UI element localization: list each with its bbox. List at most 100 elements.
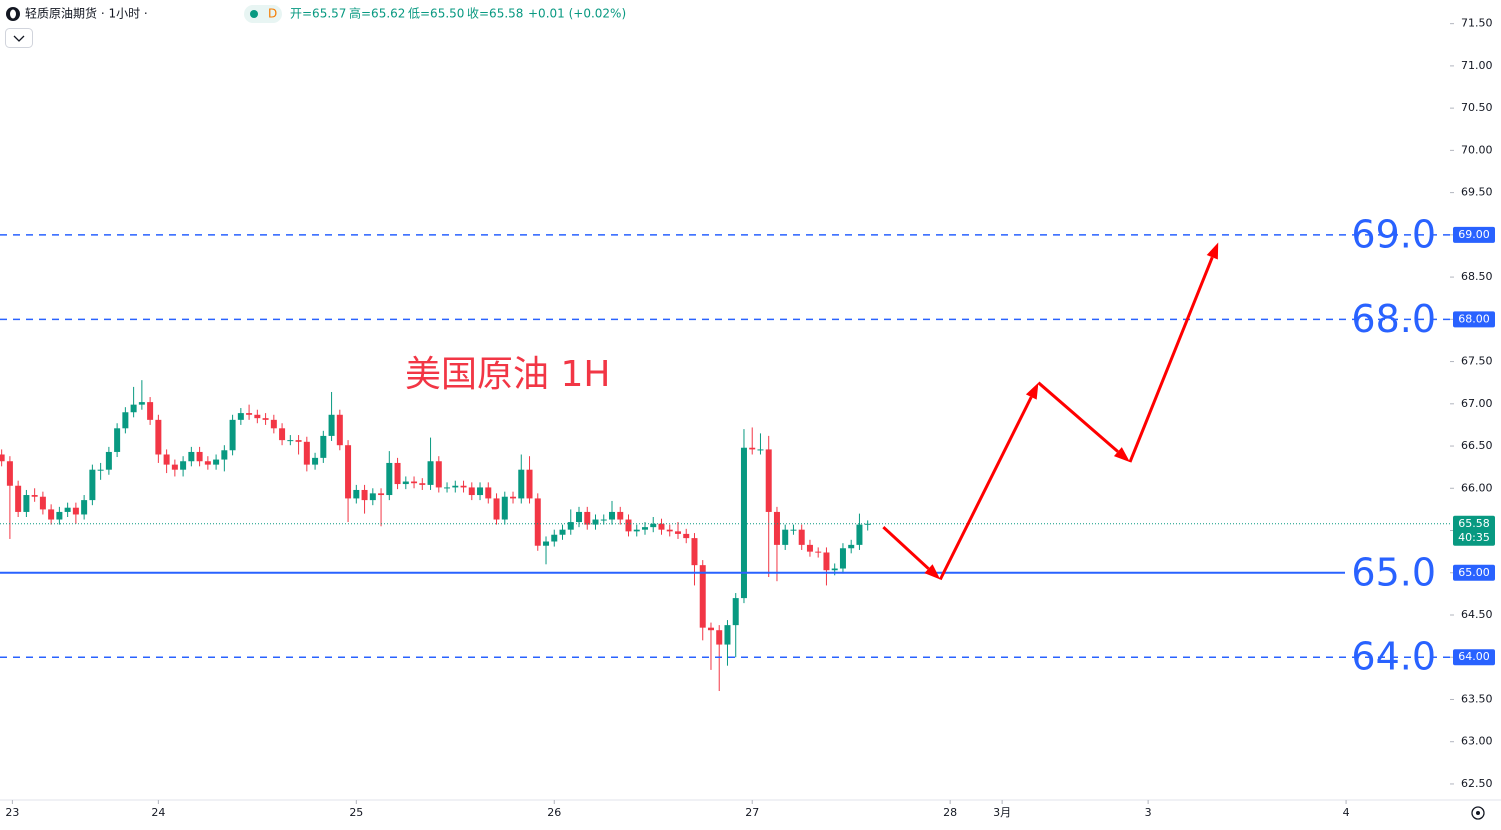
x-tick-label: 3 — [1145, 806, 1152, 819]
candle-body — [559, 529, 566, 535]
last-price-tag — [1453, 515, 1495, 546]
candle-body — [196, 451, 203, 462]
settings-dot — [1476, 811, 1480, 815]
candle-body — [336, 414, 343, 446]
candle-body — [303, 441, 310, 465]
collapse-button[interactable] — [5, 28, 33, 48]
candle-body — [518, 469, 525, 499]
level-tag-text: 68.00 — [1458, 312, 1490, 325]
candle-body — [287, 440, 294, 442]
candle-body — [246, 413, 253, 415]
candle-body — [501, 496, 508, 520]
candle-body — [460, 485, 467, 488]
candle-body — [823, 552, 830, 571]
candle-body — [213, 459, 220, 465]
projection-arrowhead — [1113, 447, 1130, 463]
candle-body — [749, 447, 756, 450]
candle-body — [567, 522, 574, 530]
y-tick-label: 63.00 — [1461, 735, 1493, 748]
x-tick-label: 23 — [5, 806, 19, 819]
ohlc-open: 开=65.57 — [290, 7, 346, 21]
candle-body — [691, 538, 698, 566]
y-tick-label: 64.50 — [1461, 608, 1493, 621]
projection-arrowhead — [1025, 382, 1039, 400]
candle-body — [114, 428, 121, 452]
candle-body — [105, 451, 112, 470]
settings-button[interactable] — [1471, 806, 1485, 820]
candle-body — [419, 483, 426, 485]
candle-body — [386, 462, 393, 496]
candle-body — [839, 548, 846, 569]
candle-body — [600, 519, 607, 521]
candle-body — [658, 523, 665, 530]
candle-body — [23, 495, 30, 512]
ohlc-high: 高=65.62 — [349, 6, 405, 21]
candle-body — [204, 461, 211, 465]
y-tick-label: 66.00 — [1461, 481, 1493, 494]
candle-body — [765, 449, 772, 512]
candle-body — [130, 404, 137, 413]
candle-body — [666, 529, 673, 532]
candle-body — [328, 414, 335, 436]
projection-arrowhead — [1206, 242, 1219, 260]
last-price-text: 65.58 — [1458, 517, 1490, 530]
candle-body — [155, 419, 162, 455]
candle-body — [15, 485, 22, 512]
candle-body — [411, 481, 418, 484]
y-tick-label: 68.50 — [1461, 270, 1493, 283]
candle-body — [650, 523, 657, 528]
candle-body — [477, 487, 484, 496]
y-tick-label: 63.50 — [1461, 692, 1493, 705]
candle-body — [237, 413, 244, 420]
projection-arrowhead — [924, 564, 941, 580]
candle-body — [320, 435, 327, 458]
candle-body — [254, 414, 261, 419]
candle-body — [270, 419, 277, 429]
candle-body — [427, 461, 434, 485]
projection-leg — [1037, 381, 1119, 453]
candle-body — [806, 544, 813, 552]
x-tick-label: 26 — [547, 806, 561, 819]
candle-body — [122, 412, 129, 429]
x-tick-label: 3月 — [993, 806, 1011, 819]
status-dot — [250, 10, 258, 18]
candle-body — [485, 487, 492, 499]
candle-body — [369, 493, 376, 501]
candle-body — [641, 527, 648, 530]
annotation: 美国原油 1H — [405, 354, 610, 395]
level-label: 64.0 — [1351, 635, 1436, 679]
candle-body — [378, 493, 385, 496]
symbol-icon-inner — [10, 9, 16, 19]
x-tick-label: 25 — [349, 806, 363, 819]
candle-body — [468, 487, 475, 496]
candle-body — [674, 531, 681, 534]
chevron — [13, 35, 25, 42]
candle-body — [732, 598, 739, 626]
candle-body — [97, 469, 104, 471]
level-tag-text: 64.00 — [1458, 650, 1490, 663]
candle-body — [171, 464, 178, 470]
candle-body — [798, 529, 805, 545]
y-tick-label: 62.50 — [1461, 777, 1493, 790]
candle-body — [683, 533, 690, 539]
candle-body — [180, 461, 187, 470]
x-tick-label: 24 — [151, 806, 165, 819]
candle-body — [773, 511, 780, 545]
status-pill — [244, 5, 282, 23]
candle-body — [551, 534, 558, 542]
candle-body — [740, 447, 747, 599]
candle-body — [163, 454, 170, 465]
candle-body — [229, 419, 236, 451]
level-label: 65.0 — [1351, 550, 1436, 594]
candle-body — [815, 551, 822, 553]
level-tag — [1453, 564, 1495, 581]
candle-body — [48, 509, 55, 520]
plot — [0, 380, 871, 692]
candle-body — [262, 418, 269, 420]
candle-body — [790, 529, 797, 531]
candle-body — [353, 489, 360, 499]
y-tick-label: 70.50 — [1461, 101, 1493, 114]
